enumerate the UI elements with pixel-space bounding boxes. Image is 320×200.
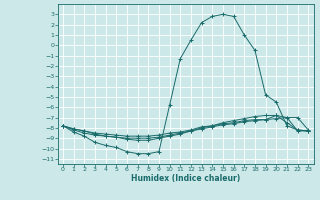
X-axis label: Humidex (Indice chaleur): Humidex (Indice chaleur) bbox=[131, 174, 240, 183]
